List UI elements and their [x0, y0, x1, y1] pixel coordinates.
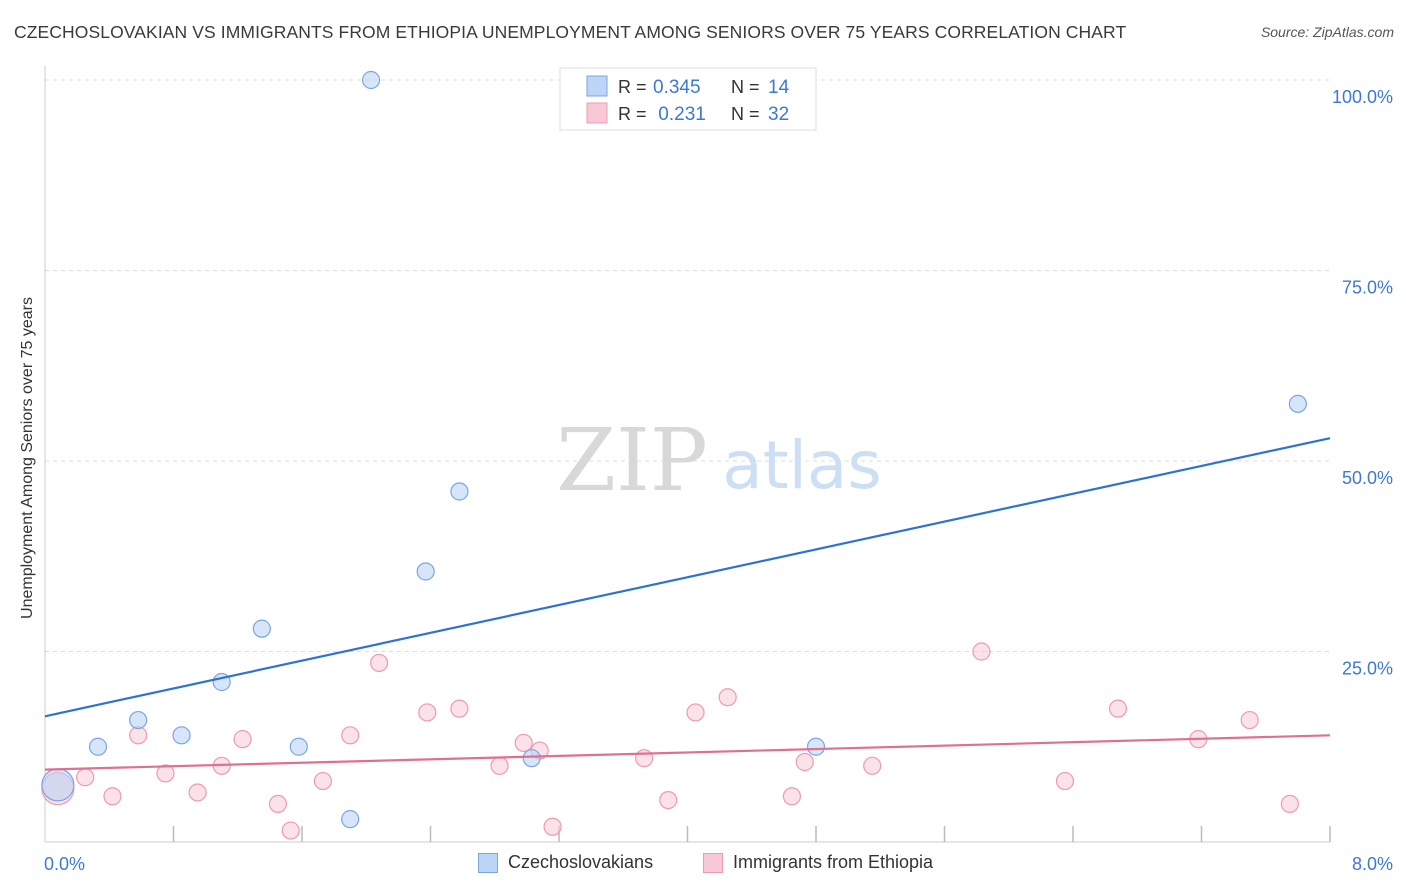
- ethiopia-point: [635, 749, 654, 768]
- ethiopia-point: [514, 733, 533, 753]
- watermark: ZIP atlas: [556, 411, 882, 511]
- ethiopia-point: [370, 653, 389, 673]
- czech-point: [1288, 394, 1307, 413]
- bottom-legend-item-ethiopia: Immigrants from Ethiopia: [703, 852, 933, 873]
- ethiopia-point: [718, 688, 737, 707]
- y-tick-label: 25.0%: [1342, 659, 1393, 679]
- ethiopia-point: [450, 699, 469, 718]
- ethiopia-point: [156, 764, 175, 783]
- czech-point: [41, 768, 75, 802]
- czech-point: [289, 737, 308, 756]
- ethiopia-point: [1240, 710, 1259, 730]
- ethiopia-point: [129, 726, 148, 745]
- czech-point: [88, 737, 108, 756]
- ethiopia-point: [543, 817, 562, 836]
- legend: R = 0.345 N = 14 R = 0.231 N = 32: [559, 67, 817, 131]
- legend-swatch-czech: [586, 75, 608, 97]
- bottom-legend-label-ethiopia: Immigrants from Ethiopia: [733, 852, 934, 872]
- czech-point: [416, 562, 435, 581]
- legend-r-label: R =: [618, 104, 647, 124]
- ethiopia-point: [281, 821, 300, 840]
- gridlines: [45, 79, 1330, 652]
- ethiopia-point: [418, 703, 437, 722]
- axes: [44, 66, 1331, 843]
- legend-swatch-ethiopia: [586, 102, 608, 124]
- ethiopia-point: [341, 726, 360, 745]
- czech-point: [450, 482, 469, 501]
- ethiopia-point: [1108, 699, 1128, 718]
- trend-lines: [44, 437, 1331, 771]
- czech-point: [252, 619, 271, 638]
- x-tick-label: 0.0%: [44, 854, 85, 874]
- ethiopia-point: [268, 794, 288, 814]
- source-label: Source: ZipAtlas.com: [1260, 24, 1394, 40]
- y-axis-label: Unemployment Among Seniors over 75 years: [19, 297, 36, 619]
- ethiopia-point: [659, 790, 678, 810]
- ethiopia-point: [782, 787, 802, 806]
- ethiopia-point: [103, 787, 122, 806]
- czech-point: [129, 710, 148, 730]
- ethiopia-point: [1280, 794, 1299, 814]
- ethiopia-point: [490, 756, 509, 775]
- y-tick-label: 100.0%: [1332, 87, 1393, 107]
- bottom-legend-item-czech: Czechoslovakians: [478, 852, 653, 873]
- legend-n-value: 14: [768, 77, 790, 98]
- ethiopia-point: [1055, 771, 1075, 791]
- ethiopia-point: [686, 703, 705, 722]
- legend-n-label: N =: [731, 77, 760, 97]
- ethiopia-point: [972, 642, 991, 661]
- watermark-zip: ZIP: [556, 411, 708, 511]
- legend-r-value: 0.231: [653, 104, 706, 125]
- czech-point: [806, 737, 826, 756]
- watermark-atlas: atlas: [722, 427, 882, 504]
- ethiopia-point: [795, 752, 814, 772]
- czech-point: [361, 70, 381, 90]
- bottom-legend-swatch-czech: [478, 852, 498, 873]
- series-czech-points: [41, 70, 1307, 829]
- bottom-legend: Czechoslovakians Immigrants from Ethiopi…: [0, 852, 1406, 878]
- czech-point: [172, 726, 191, 745]
- czech-point: [522, 749, 541, 768]
- czech-point: [341, 810, 360, 829]
- ethiopia-point: [313, 771, 332, 791]
- chart-title: CZECHOSLOVAKIAN VS IMMIGRANTS FROM ETHIO…: [14, 22, 1127, 42]
- ethiopia-point: [233, 730, 252, 749]
- x-tick-label: 8.0%: [1352, 854, 1393, 874]
- ethiopia-trend-line: [44, 734, 1331, 771]
- czech-trend-line: [44, 437, 1331, 718]
- legend-n-value: 32: [768, 104, 789, 125]
- bottom-legend-label-czech: Czechoslovakians: [508, 852, 654, 872]
- bottom-legend-swatch-ethiopia: [703, 852, 723, 873]
- ethiopia-point: [76, 768, 95, 787]
- y-tick-label: 75.0%: [1342, 278, 1393, 298]
- legend-n-label: N =: [731, 104, 760, 124]
- ethiopia-point: [188, 783, 207, 802]
- y-tick-label: 50.0%: [1342, 468, 1393, 488]
- legend-r-label: R =: [618, 77, 647, 97]
- ethiopia-point: [863, 756, 882, 775]
- tick-labels: 100.0% 75.0% 50.0% 25.0% 0.0% 8.0%: [44, 87, 1393, 874]
- legend-r-value: 0.345: [653, 77, 701, 98]
